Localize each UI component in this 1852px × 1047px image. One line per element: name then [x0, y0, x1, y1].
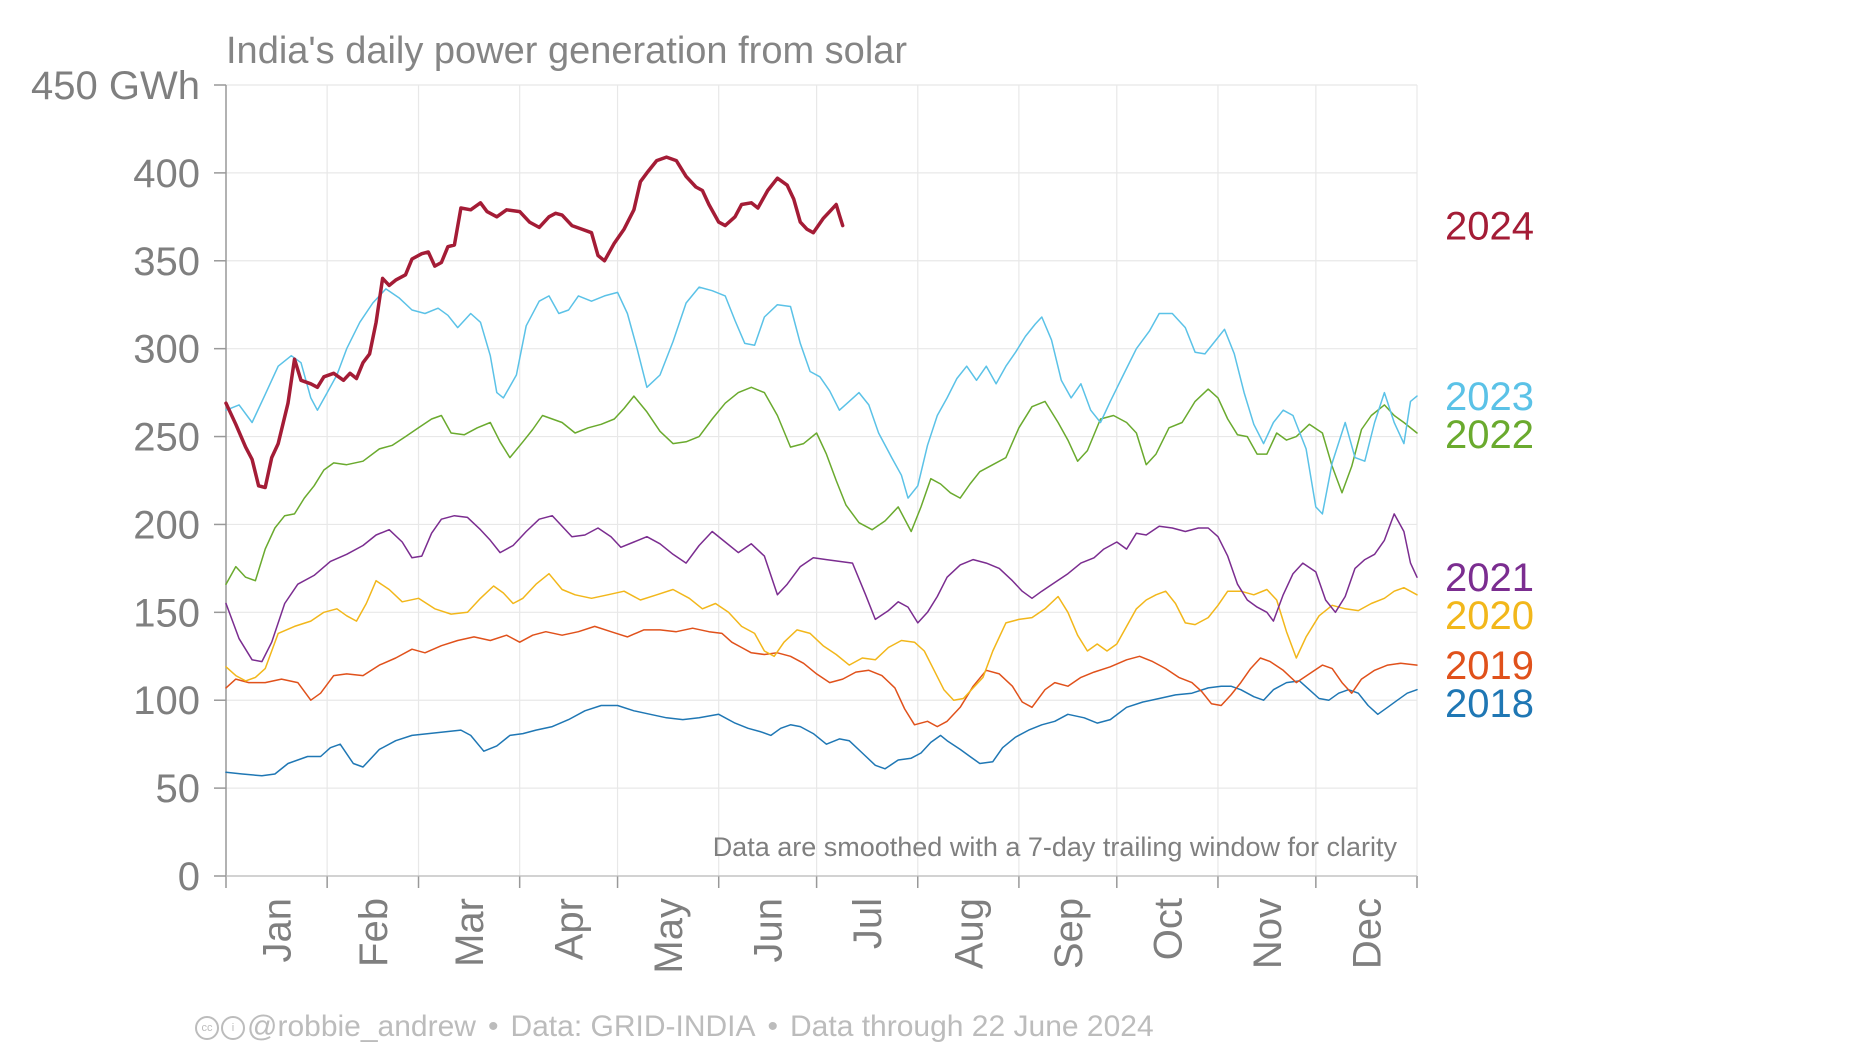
x-tick-label: Aug: [947, 898, 991, 969]
y-unit-label: 450 GWh: [31, 64, 200, 108]
series-line-2023: [225, 286, 1418, 515]
footer-source: Data: GRID-INDIA: [510, 1010, 756, 1043]
x-tick-label: May: [647, 898, 691, 974]
footer: cc i @robbie_andrew • Data: GRID-INDIA • Data …: [195, 1010, 1154, 1044]
footer-handle: @robbie_andrew: [247, 1010, 476, 1043]
series-line-2021: [225, 513, 1418, 663]
x-tick-label: Mar: [448, 898, 492, 967]
footer-separator: •: [487, 1010, 499, 1043]
series-label-2019: 2019: [1445, 644, 1534, 688]
y-tick-label: 150: [133, 591, 200, 635]
x-tick-label: Apr: [548, 898, 592, 960]
x-tick-label: Jun: [747, 898, 791, 963]
series-label-2018: 2018: [1445, 682, 1534, 726]
series-label-2020: 2020: [1445, 594, 1534, 638]
y-tick-label: 50: [156, 767, 201, 811]
series-line-2019: [225, 625, 1418, 728]
attribution-icon: i: [221, 1016, 245, 1041]
series-line-2022: [225, 386, 1418, 585]
y-tick-label: 100: [133, 679, 200, 723]
series-label-2024: 2024: [1445, 205, 1534, 249]
cc-license-icon: cc: [195, 1016, 219, 1041]
series-line-2024: [224, 155, 845, 490]
x-tick-label: Sep: [1047, 898, 1091, 969]
chart-title: India's daily power generation from sola…: [226, 30, 908, 72]
x-tick-label: Dec: [1345, 898, 1389, 969]
y-tick-label: 400: [133, 152, 200, 196]
footer-through: Data through 22 June 2024: [790, 1010, 1154, 1043]
series-line-2018: [225, 680, 1418, 777]
y-tick-label: 250: [133, 416, 200, 460]
series-label-2021: 2021: [1445, 556, 1534, 600]
series-label-2023: 2023: [1445, 375, 1534, 419]
series-line-2020: [225, 572, 1418, 701]
x-tick-label: Oct: [1146, 898, 1190, 960]
x-tick-label: Jan: [256, 898, 300, 963]
y-tick-label: 350: [133, 240, 200, 284]
x-tick-label: Feb: [352, 898, 396, 967]
series-label-2022: 2022: [1445, 413, 1534, 457]
y-tick-label: 0: [178, 855, 200, 899]
footer-separator: •: [767, 1010, 779, 1043]
y-tick-label: 200: [133, 503, 200, 547]
y-tick-label: 300: [133, 328, 200, 372]
x-tick-label: Jul: [846, 898, 890, 949]
annotation-note: Data are smoothed with a 7-day trailing …: [713, 832, 1398, 862]
x-tick-label: Nov: [1246, 898, 1290, 969]
